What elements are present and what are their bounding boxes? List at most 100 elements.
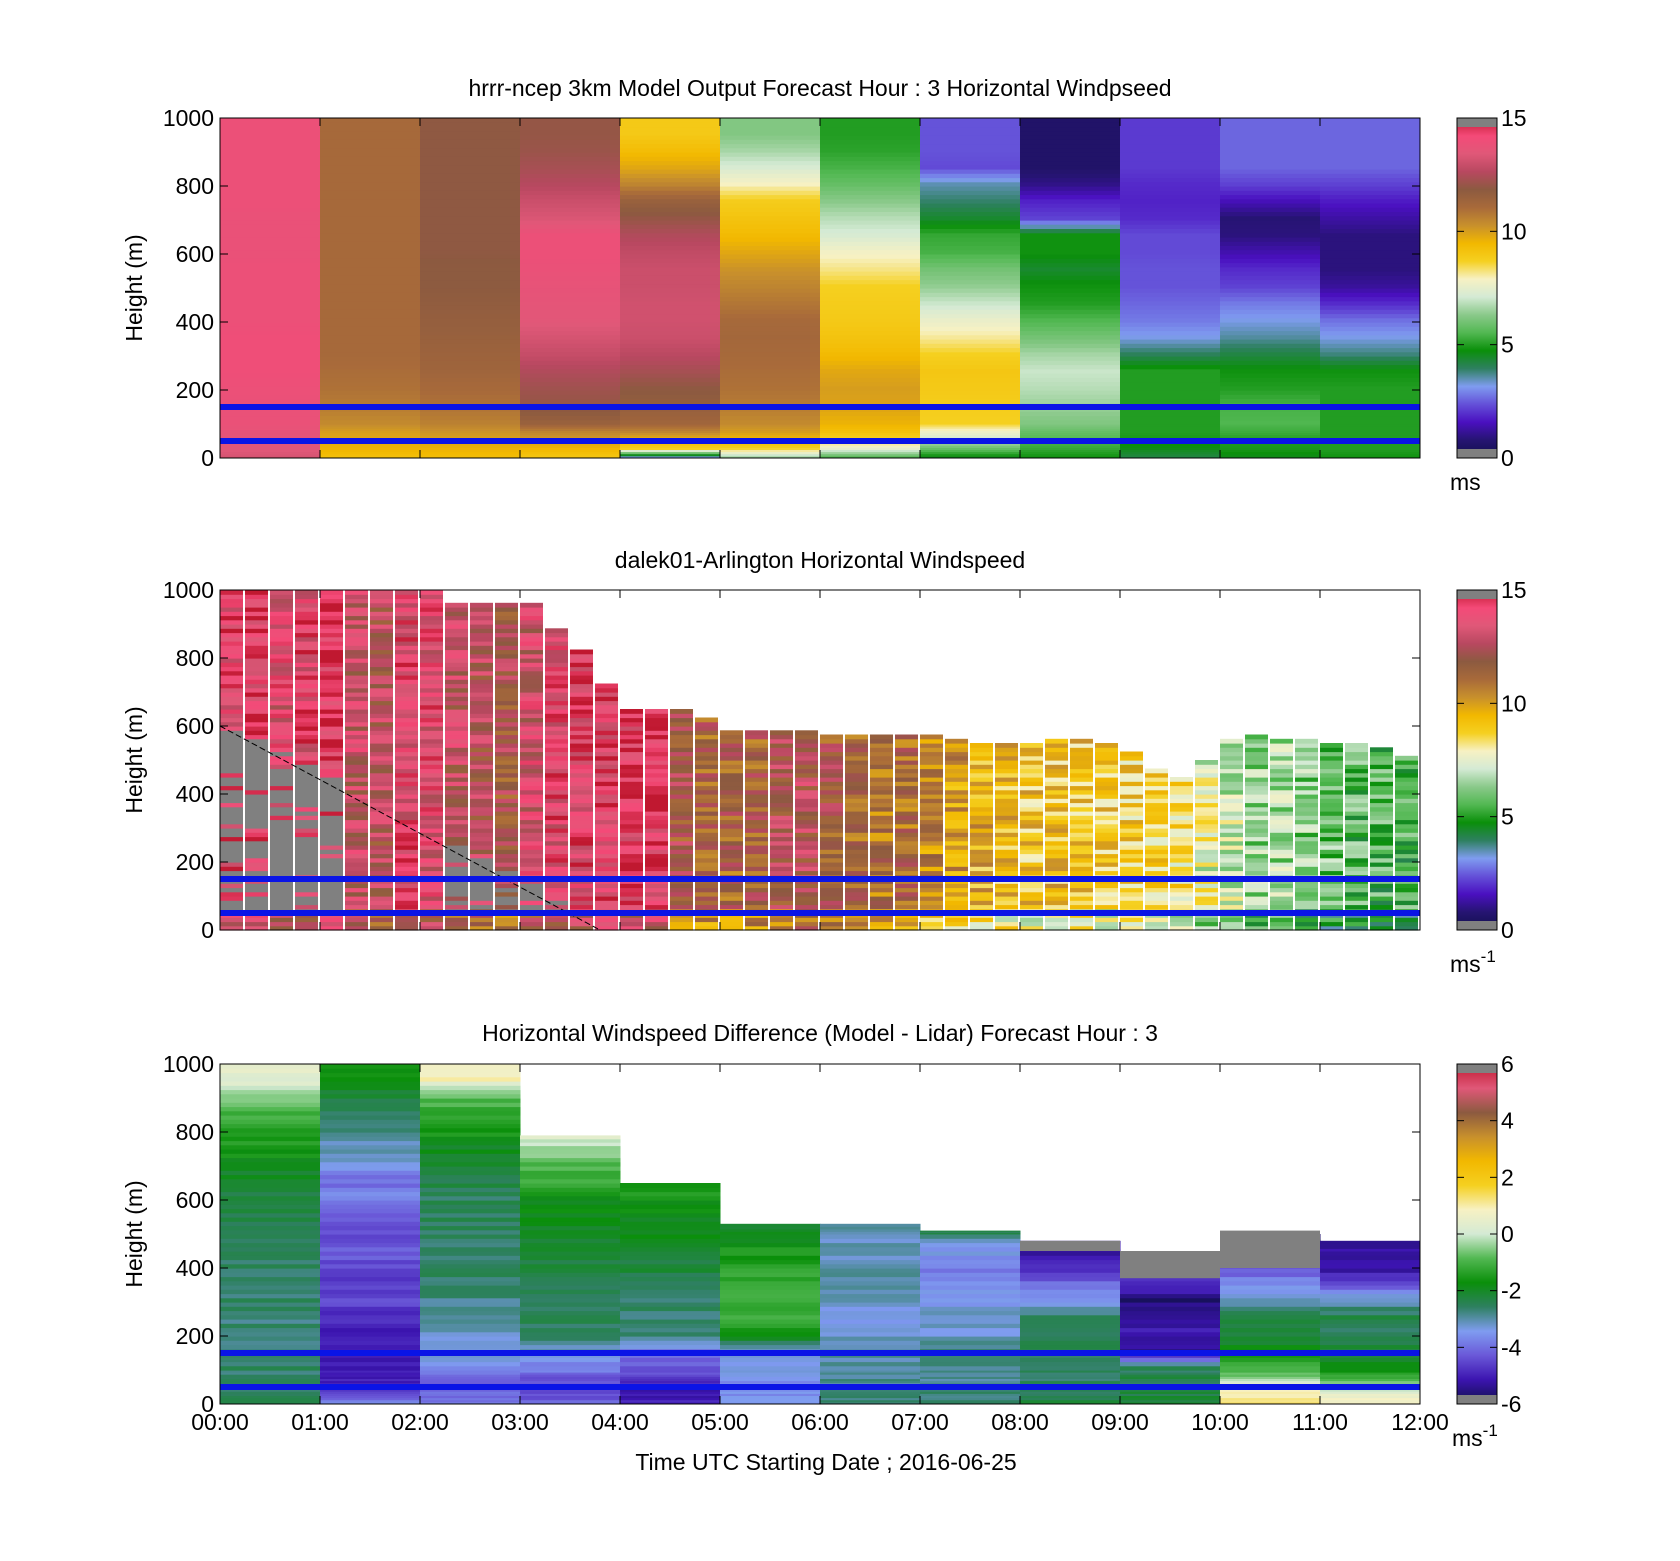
heatmap-cell [1120,430,1221,433]
heatmap-cell [520,1217,621,1222]
heatmap-cell [220,398,321,404]
heatmap-cell [345,772,368,778]
heatmap-cell [695,921,718,927]
heatmap-cell [620,1365,721,1371]
heatmap-cell [920,1395,1021,1399]
heatmap-cell [720,451,821,455]
heatmap-cell [220,1153,321,1159]
heatmap-cell [520,139,621,145]
heatmap-cell [820,126,921,132]
heatmap-cell [645,802,668,808]
heatmap-cell [720,1397,821,1401]
heatmap-cell [420,636,443,642]
heatmap-cell [520,1212,621,1218]
heatmap-cell [1020,313,1121,319]
heatmap-cell [720,1344,821,1350]
heatmap-cell [720,862,743,867]
heatmap-cell [1245,768,1268,774]
heatmap-cell [395,785,418,791]
heatmap-cell [220,675,243,680]
heatmap-cell [570,764,593,770]
heatmap-cell [970,887,993,893]
heatmap-cell [620,207,721,212]
heatmap-cell [870,823,893,829]
heatmap-cell [370,594,393,600]
heatmap-cell [1220,802,1243,808]
heatmap-cell [1220,432,1321,436]
heatmap-cell [1345,836,1368,842]
heatmap-cell [420,730,443,736]
heatmap-cell [1020,232,1121,238]
heatmap-cell [870,751,893,757]
heatmap-cell [1345,806,1368,812]
heatmap-cell [1020,755,1043,761]
heatmap-cell [795,840,818,846]
heatmap-cell [1320,866,1343,872]
heatmap-cell [245,666,268,672]
heatmap-cell [670,862,693,867]
heatmap-cell [520,181,621,187]
heatmap-cell [1020,258,1121,264]
heatmap-cell [1395,840,1418,846]
heatmap-cell [720,313,821,319]
heatmap-cell [1295,789,1318,795]
heatmap-cell [620,1191,721,1197]
heatmap-cell [520,1331,621,1337]
heatmap-cell [1220,394,1321,400]
heatmap-cell [420,1374,521,1377]
heatmap-cell [470,653,493,659]
heatmap-cell [295,823,318,829]
heatmap-cell [395,828,418,833]
heatmap-cell [595,828,618,833]
heatmap-cell [820,351,921,357]
heatmap-cell [320,921,343,927]
heatmap-cell [1120,351,1221,357]
heatmap-cell [1095,823,1118,829]
heatmap-cell [220,1064,321,1069]
heatmap-cell [1370,921,1393,927]
heatmap-cell [520,377,621,383]
heatmap-cell [920,130,1021,136]
heatmap-cell [370,738,393,744]
heatmap-cell [545,679,568,685]
heatmap-cell [970,802,993,808]
heatmap-cell [345,747,368,753]
heatmap-cell [420,343,521,349]
y-tick-label: 600 [176,1187,214,1213]
heatmap-cell [1320,900,1343,906]
heatmap-cell [1120,198,1221,204]
heatmap-cell [220,1365,321,1371]
heatmap-cell [420,430,521,433]
heatmap-cell [1295,815,1318,821]
heatmap-cell [295,692,318,697]
heatmap-cell [1120,789,1143,795]
heatmap-cell [420,305,521,310]
heatmap-cell [1320,840,1343,846]
heatmap-cell [320,1089,421,1095]
heatmap-cell [570,870,593,876]
heatmap-cell [270,658,293,663]
heatmap-cell [920,1276,1021,1282]
heatmap-cell [620,815,643,821]
heatmap-cell [420,147,521,153]
heatmap-cell [545,828,568,833]
heatmap-cell [220,1357,321,1363]
heatmap-cell [245,921,268,927]
heatmap-cell [770,738,793,744]
heatmap-cell [820,1272,921,1278]
heatmap-cell [520,262,621,268]
heatmap-cell [920,1336,1021,1341]
heatmap-cell [395,866,418,872]
heatmap-cell [1220,317,1321,323]
heatmap-cell [1045,917,1068,923]
heatmap-cell [720,1226,821,1230]
heatmap-cell [695,772,718,778]
y-tick-label: 600 [176,241,214,267]
heatmap-cell [945,751,968,757]
heatmap-cell [920,309,1021,315]
heatmap-cell [1220,232,1321,238]
heatmap-cell [245,700,268,706]
heatmap-cell [1045,900,1068,906]
heatmap-cell [670,849,693,855]
heatmap-cell [220,453,321,457]
